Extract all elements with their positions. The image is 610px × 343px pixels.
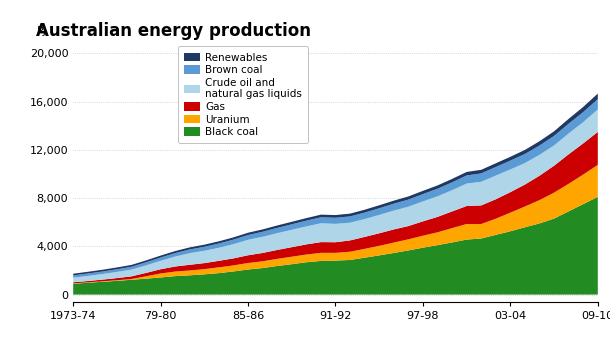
Text: Australian energy production: Australian energy production bbox=[37, 22, 312, 39]
Text: PJ: PJ bbox=[37, 26, 46, 36]
Legend: Renewables, Brown coal, Crude oil and
natural gas liquids, Gas, Uranium, Black c: Renewables, Brown coal, Crude oil and na… bbox=[178, 46, 308, 143]
